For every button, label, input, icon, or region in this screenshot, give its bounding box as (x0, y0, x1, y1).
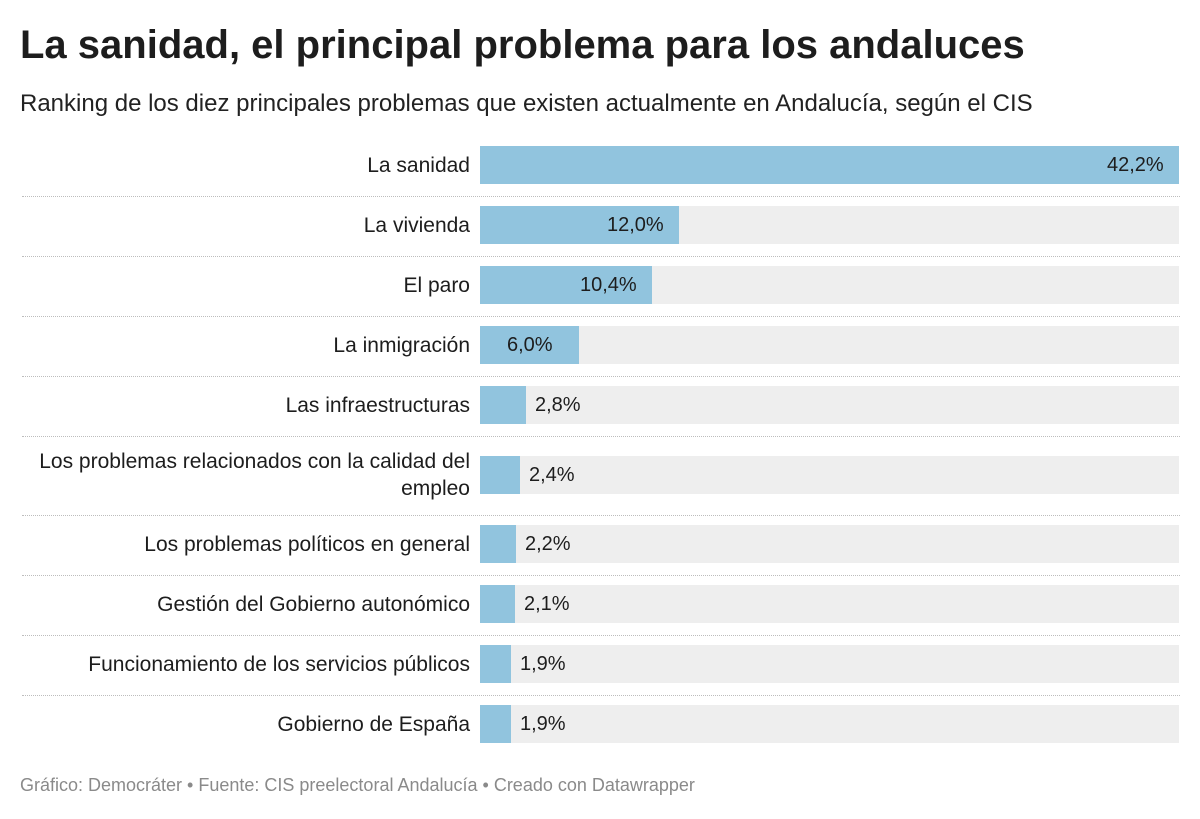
bar-track: 42,2% (480, 146, 1179, 184)
category-label: La inmigración (333, 333, 470, 357)
category-label: Las infraestructuras (285, 393, 470, 417)
chart-title: La sanidad, el principal problema para l… (20, 23, 1025, 67)
bar (480, 326, 579, 364)
bar-row: La sanidad 42,2% (20, 137, 1180, 197)
value-label: 2,8% (535, 394, 581, 416)
bar-track: 2,8% (480, 386, 1179, 424)
value-label: 1,9% (520, 653, 566, 675)
bar (480, 206, 679, 244)
category-label: Funcionamiento de los servicios públicos (88, 652, 470, 676)
category-label: La vivienda (363, 213, 470, 237)
category-label: La sanidad (367, 153, 470, 177)
bar-track: 1,9% (480, 705, 1179, 743)
bar-row: Los problemas relacionados con la calida… (20, 437, 1180, 516)
row-separator (22, 196, 1180, 197)
bar-row: La vivienda 12,0% (20, 197, 1180, 257)
value-label: 2,4% (529, 463, 575, 486)
bar-track: 6,0% (480, 326, 1179, 364)
value-label: 1,9% (520, 713, 566, 735)
bar (480, 386, 526, 424)
category-label: El paro (403, 273, 470, 297)
row-separator (22, 575, 1180, 576)
bar (480, 705, 511, 743)
category-label: Gestión del Gobierno autonómico (157, 592, 470, 616)
value-label: 12,0% (607, 214, 664, 236)
value-label: 2,1% (524, 593, 570, 615)
bar-track: 12,0% (480, 206, 1179, 244)
bar-chart: La sanidad 42,2% La vivienda 12,0% El paro 10… (20, 137, 1180, 756)
bar-row: Los problemas políticos en general 2,2% (20, 516, 1180, 576)
bar (480, 266, 652, 304)
bar (480, 585, 515, 623)
bar-row: La inmigración 6,0% (20, 317, 1180, 377)
row-separator (22, 635, 1180, 636)
bar-track: 2,2% (480, 525, 1179, 563)
value-label: 10,4% (580, 274, 637, 296)
bar-row: Gobierno de España 1,9% (20, 696, 1180, 756)
chart-subtitle: Ranking de los diez principales problema… (20, 90, 1033, 117)
bar-track: 2,4% (480, 455, 1179, 494)
row-separator (22, 316, 1180, 317)
bar-track: 2,1% (480, 585, 1179, 623)
value-label: 6,0% (507, 334, 553, 356)
bar (480, 645, 511, 683)
bar-row: Las infraestructuras 2,8% (20, 377, 1180, 437)
row-separator (22, 376, 1180, 377)
bar (480, 146, 1179, 184)
row-separator (22, 515, 1180, 516)
row-separator (22, 695, 1180, 696)
chart-footer: Gráfico: Democráter • Fuente: CIS preele… (20, 775, 695, 795)
category-label: Los problemas relacionados con la calida… (39, 449, 470, 500)
category-label: Gobierno de España (277, 712, 470, 736)
bar (480, 455, 520, 494)
bar-row: El paro 10,4% (20, 257, 1180, 317)
bar-track: 1,9% (480, 645, 1179, 683)
row-separator (22, 436, 1180, 437)
bar-row: Funcionamiento de los servicios públicos… (20, 636, 1180, 696)
row-separator (22, 256, 1180, 257)
bar-row: Gestión del Gobierno autonómico 2,1% (20, 576, 1180, 636)
bar-track: 10,4% (480, 266, 1179, 304)
bar (480, 525, 516, 563)
value-label: 2,2% (525, 533, 571, 555)
value-label: 42,2% (1107, 154, 1164, 176)
category-label: Los problemas políticos en general (144, 532, 470, 556)
